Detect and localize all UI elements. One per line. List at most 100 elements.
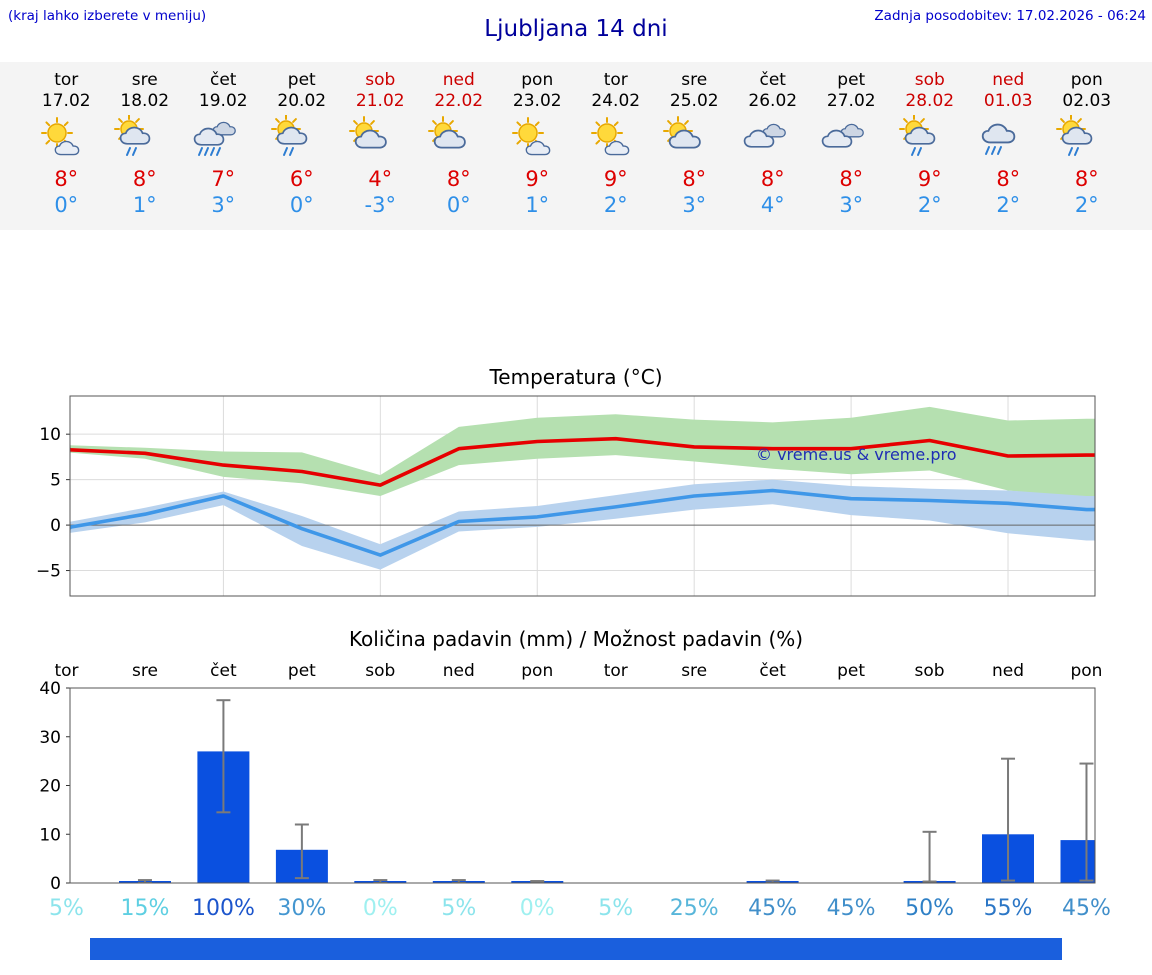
precip-day-label: tor [604, 661, 628, 681]
max-temperature: 8° [760, 167, 785, 191]
forecast-day[interactable]: čet 26.02 8° 4° [734, 70, 813, 218]
min-temperature: 3° [682, 193, 707, 217]
precip-day-label: tor [54, 661, 78, 681]
day-name: sob [914, 70, 945, 90]
bottom-bar [90, 938, 1062, 960]
precip-probability: 25% [670, 896, 719, 921]
forecast-day[interactable]: ned 01.03 8° 2° [969, 70, 1048, 218]
max-temperature: 9° [917, 167, 942, 191]
precip-day-label: ned [443, 661, 475, 681]
svg-text:10: 10 [39, 825, 61, 845]
forecast-day[interactable]: pon 23.02 9° 1° [498, 70, 577, 218]
max-temperature: 4° [368, 167, 393, 191]
forecast-day[interactable]: pon 02.03 8° 2° [1048, 70, 1127, 218]
precip-day-label: sre [132, 661, 158, 681]
max-temperature: 6° [289, 167, 314, 191]
sun-small-cloud-icon [577, 112, 656, 164]
day-name: sre [681, 70, 708, 90]
forecast-strip: tor 17.02 8° 0° sre 18.02 8° 1° čet 19.02 7° 3° pet 2… [0, 62, 1152, 230]
sun-cloud-rain-icon [891, 112, 970, 164]
day-date: 28.02 [905, 91, 955, 111]
max-temperature: 8° [682, 167, 707, 191]
max-temperature: 7° [211, 167, 236, 191]
max-temperature: 8° [54, 167, 79, 191]
clouds-rain-icon [184, 112, 263, 164]
sun-cloud-icon [420, 112, 499, 164]
min-temperature: 4° [760, 193, 785, 217]
day-date: 23.02 [512, 91, 562, 111]
min-temperature: 2° [1074, 193, 1099, 217]
precip-day-label: pon [521, 661, 553, 681]
forecast-day[interactable]: pet 27.02 8° 3° [812, 70, 891, 218]
day-name: sre [131, 70, 158, 90]
precip-probability: 45% [827, 896, 876, 921]
precipitation-chart-title: Količina padavin (mm) / Možnost padavin … [348, 627, 804, 651]
precip-probability: 50% [905, 896, 954, 921]
min-temperature: 3° [211, 193, 236, 217]
min-temperature: 2° [917, 193, 942, 217]
page-title: Ljubljana 14 dni [484, 16, 668, 42]
day-name: pet [287, 70, 316, 90]
day-date: 21.02 [355, 91, 405, 111]
min-temperature: 1° [132, 193, 157, 217]
precip-probability: 55% [984, 896, 1033, 921]
day-date: 27.02 [826, 91, 876, 111]
day-date: 18.02 [120, 91, 170, 111]
day-name: tor [54, 70, 79, 90]
sun-cloud-rain-icon [263, 112, 342, 164]
forecast-day[interactable]: ned 22.02 8° 0° [420, 70, 499, 218]
max-temperature: 8° [1074, 167, 1099, 191]
svg-text:40: 40 [39, 679, 61, 699]
day-name: ned [992, 70, 1025, 90]
day-date: 02.03 [1062, 91, 1112, 111]
clouds-icon [812, 112, 891, 164]
page-header: (kraj lahko izberete v meniju) Ljubljana… [0, 0, 1152, 62]
day-name: ned [442, 70, 475, 90]
precip-day-label: pet [288, 661, 316, 681]
day-date: 20.02 [277, 91, 327, 111]
svg-text:0: 0 [50, 874, 61, 894]
svg-text:10: 10 [39, 425, 61, 445]
precip-day-label: sob [365, 661, 395, 681]
temperature-chart-title: Temperatura (°C) [489, 365, 663, 389]
forecast-day[interactable]: sre 25.02 8° 3° [655, 70, 734, 218]
precip-day-label: čet [759, 661, 786, 681]
precip-day-label: pet [837, 661, 865, 681]
min-temperature: 0° [54, 193, 79, 217]
min-temperature: 3° [839, 193, 864, 217]
day-name: tor [603, 70, 628, 90]
forecast-day[interactable]: pet 20.02 6° 0° [263, 70, 342, 218]
forecast-day[interactable]: sre 18.02 8° 1° [106, 70, 185, 218]
precip-probability: 5% [598, 896, 633, 921]
precip-probability: 0% [363, 896, 398, 921]
forecast-day[interactable]: tor 17.02 8° 0° [27, 70, 106, 218]
forecast-day[interactable]: tor 24.02 9° 2° [577, 70, 656, 218]
day-date: 19.02 [198, 91, 248, 111]
forecast-day[interactable]: sob 28.02 9° 2° [891, 70, 970, 218]
svg-text:0: 0 [50, 516, 61, 536]
day-date: 25.02 [669, 91, 719, 111]
day-name: čet [759, 70, 786, 90]
min-temperature: 0° [289, 193, 314, 217]
day-date: 26.02 [748, 91, 798, 111]
max-temperature: 8° [996, 167, 1021, 191]
forecast-day[interactable]: čet 19.02 7° 3° [184, 70, 263, 218]
precip-day-label: čet [210, 661, 237, 681]
sun-cloud-rain-icon [106, 112, 185, 164]
forecast-day[interactable]: sob 21.02 4° -3° [341, 70, 420, 218]
precip-probability: 0% [520, 896, 555, 921]
day-date: 17.02 [41, 91, 91, 111]
last-update-text: Zadnja posodobitev: 17.02.2026 - 06:24 [874, 8, 1146, 24]
day-date: 22.02 [434, 91, 484, 111]
sun-cloud-rain-icon [1048, 112, 1127, 164]
precip-probability: 45% [1062, 896, 1111, 921]
svg-text:5: 5 [50, 471, 61, 491]
min-temperature: 2° [996, 193, 1021, 217]
cloud-rain-icon [969, 112, 1048, 164]
sun-cloud-icon [341, 112, 420, 164]
min-temperature: 0° [446, 193, 471, 217]
svg-text:20: 20 [39, 777, 61, 797]
max-temperature: 8° [446, 167, 471, 191]
menu-hint-note: (kraj lahko izberete v meniju) [8, 8, 207, 24]
day-date: 24.02 [591, 91, 641, 111]
